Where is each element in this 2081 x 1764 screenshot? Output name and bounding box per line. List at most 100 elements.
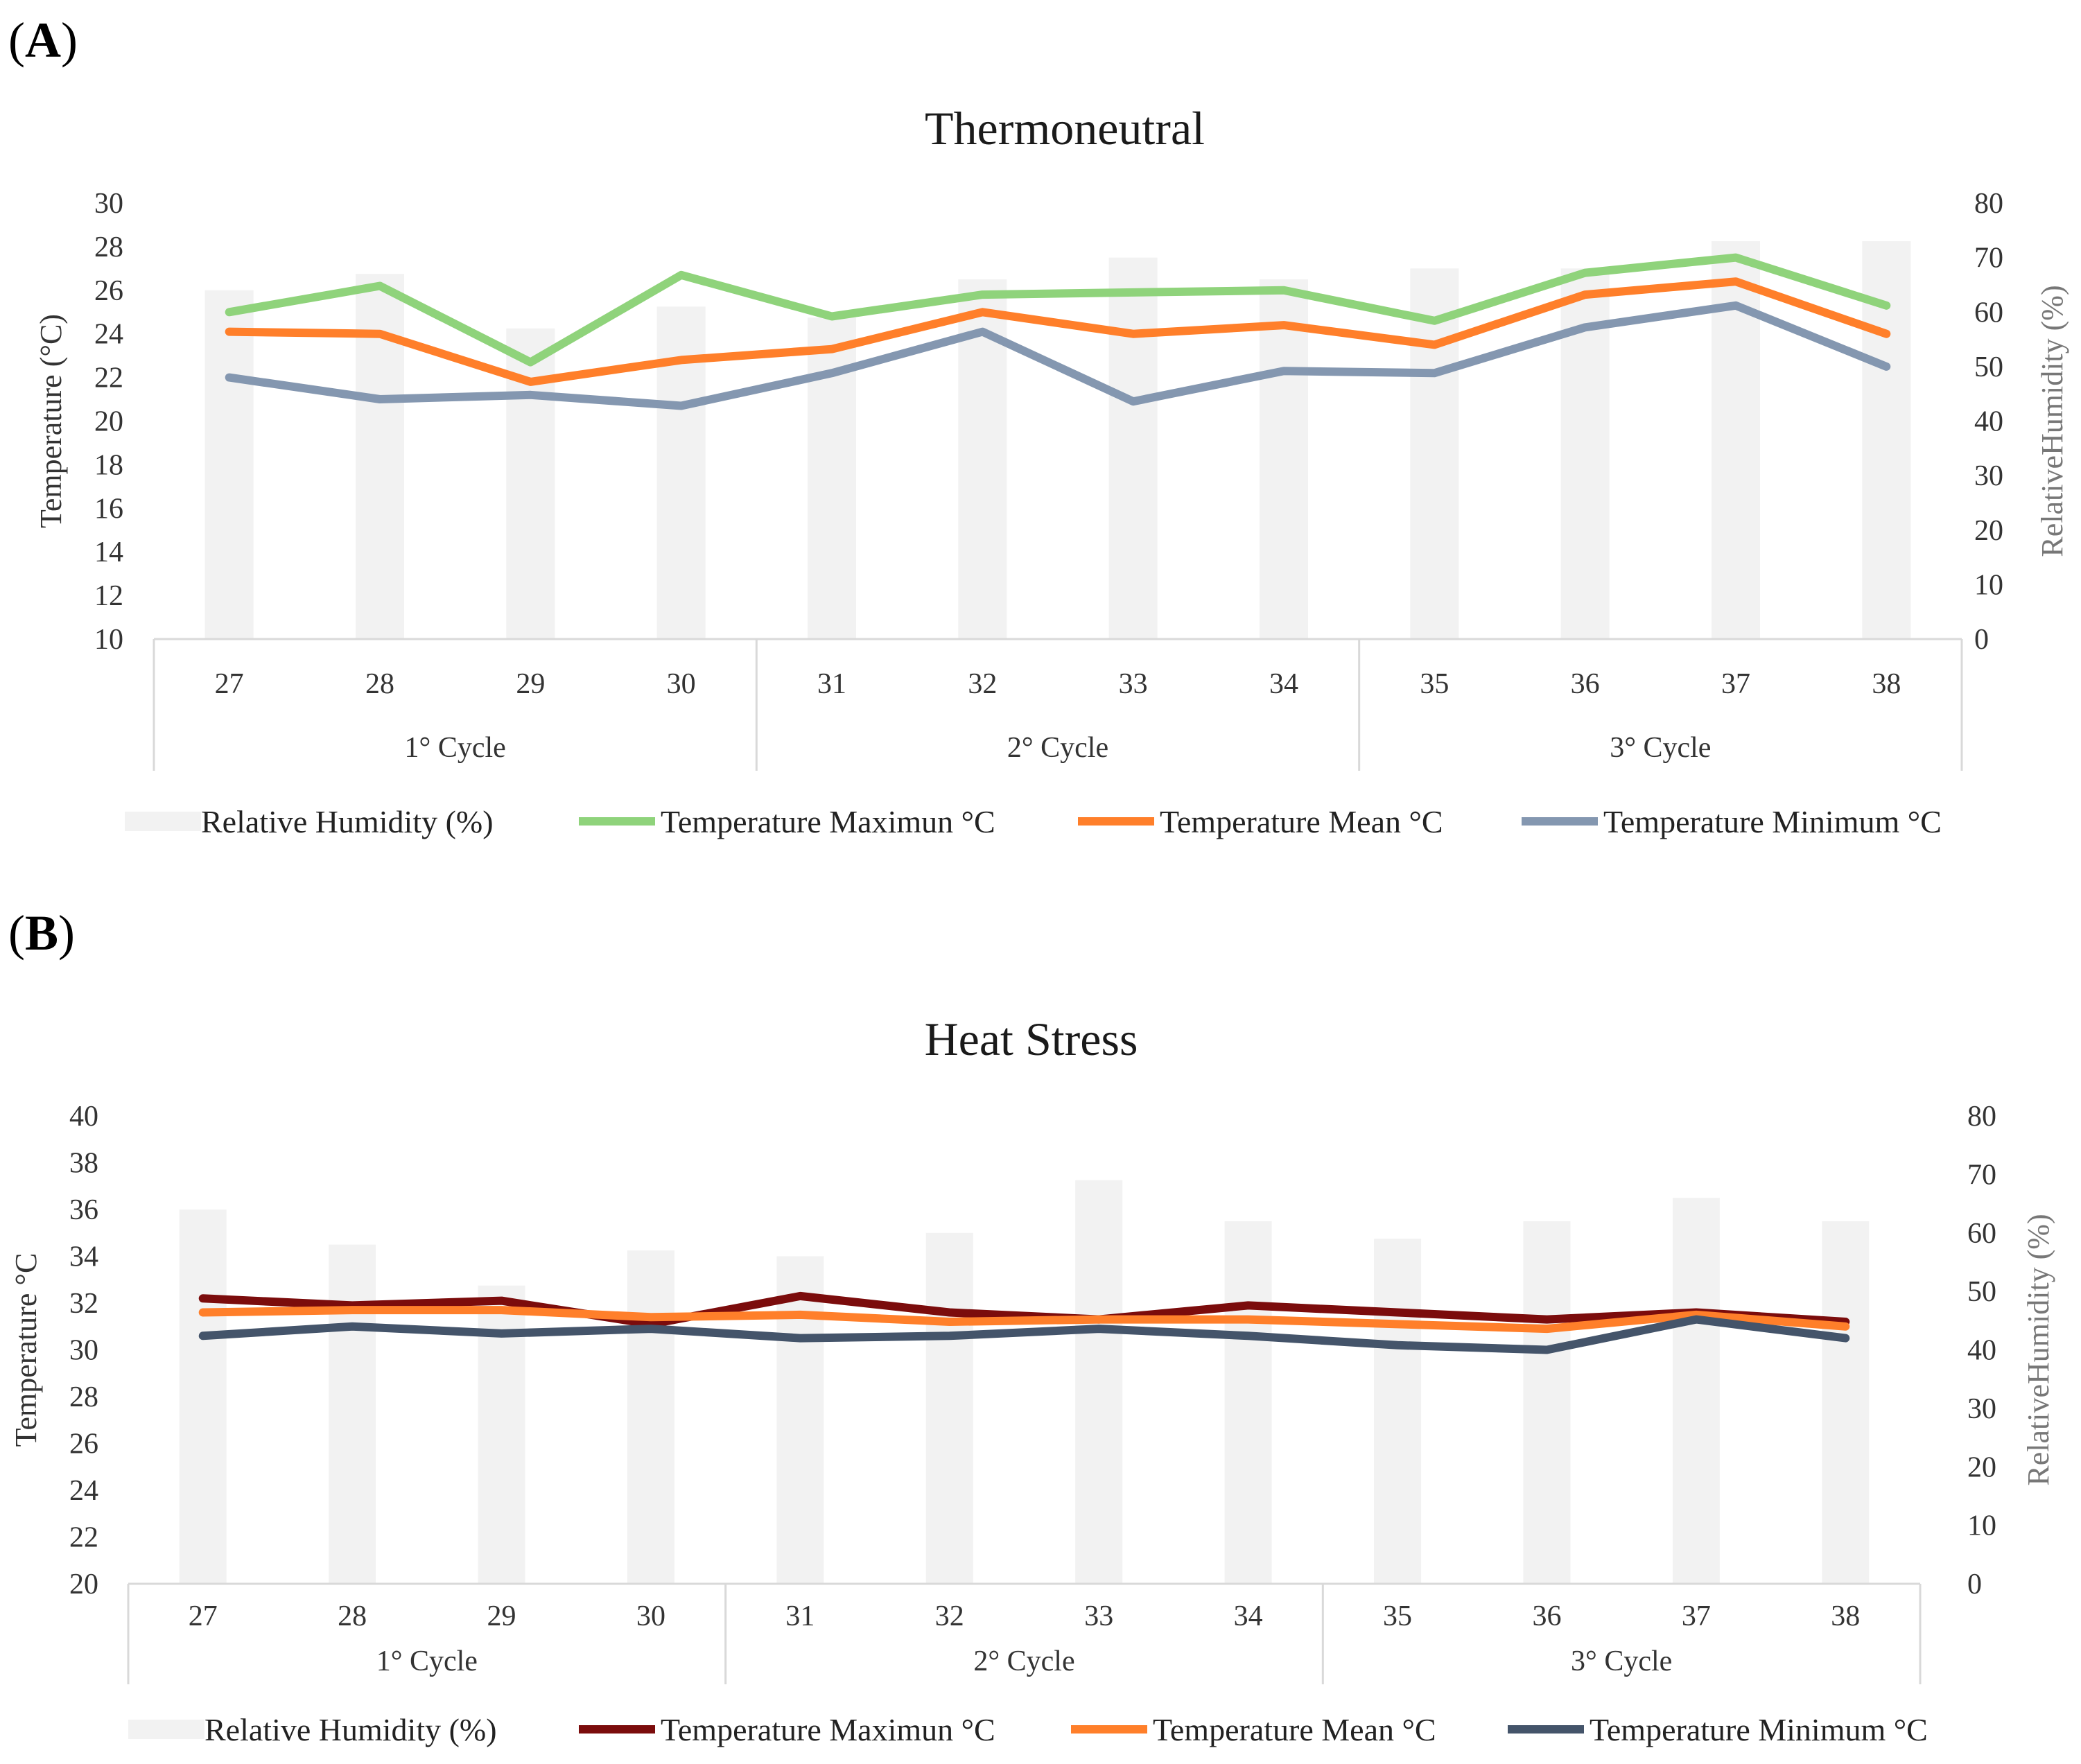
y-tick-label: 20	[94, 406, 123, 438]
y2-tick-label: 20	[1967, 1451, 1996, 1483]
y-tick-label: 16	[94, 493, 123, 525]
y2-tick-label: 20	[1974, 515, 2003, 547]
y-tick-label: 20	[69, 1569, 98, 1600]
y2-tick-label: 40	[1974, 406, 2003, 438]
chart-title: Thermoneutral	[925, 102, 1205, 155]
legend-label: Relative Humidity (%)	[204, 1712, 497, 1747]
y-tick-label: 18	[94, 449, 123, 481]
y2-tick-label: 70	[1974, 243, 2003, 274]
humidity-bar	[1224, 1221, 1272, 1584]
y-axis-title: Temperature °C	[9, 1253, 43, 1447]
humidity-bar	[1260, 279, 1308, 639]
humidity-bar	[1712, 241, 1760, 640]
humidity-bar	[1822, 1221, 1870, 1584]
series-line	[225, 277, 1891, 386]
x-tick-label: 35	[1383, 1600, 1412, 1632]
y2-axis-title: RelativeHumidity (%)	[2035, 285, 2069, 557]
y-tick-label: 30	[69, 1335, 98, 1367]
y-axis-title: Temperature (°C)	[34, 314, 68, 528]
y-tick-label: 12	[94, 580, 123, 612]
x-tick-label: 32	[968, 668, 997, 700]
series-line	[225, 253, 1891, 367]
y-tick-label: 40	[69, 1101, 98, 1133]
humidity-bar	[329, 1244, 376, 1584]
x-tick-label: 29	[487, 1600, 516, 1632]
legend-label: Temperature Minimum °C	[1603, 804, 1942, 839]
y2-tick-label: 30	[1967, 1393, 1996, 1425]
x-tick-label: 34	[1234, 1600, 1263, 1632]
series-line	[198, 1306, 1850, 1334]
x-tick-label: 38	[1872, 668, 1901, 700]
y2-tick-label: 80	[1967, 1101, 1996, 1133]
x-tick-label: 33	[1084, 1600, 1113, 1632]
x-tick-label: 37	[1721, 668, 1750, 700]
humidity-bar	[627, 1250, 674, 1584]
y2-tick-label: 10	[1967, 1510, 1996, 1542]
x-tick-label: 30	[667, 668, 696, 700]
y-tick-label: 34	[69, 1241, 98, 1273]
legend-label: Temperature Mean °C	[1160, 804, 1443, 839]
legend-label: Relative Humidity (%)	[201, 804, 494, 839]
y-tick-label: 24	[94, 319, 123, 351]
humidity-bar	[1374, 1239, 1422, 1584]
y-tick-label: 10	[94, 624, 123, 656]
series-line	[225, 301, 1891, 410]
y2-tick-label: 60	[1974, 297, 2003, 329]
x-tick-label: 28	[338, 1600, 367, 1632]
x-tick-label: 36	[1532, 1600, 1561, 1632]
y-tick-label: 22	[69, 1522, 98, 1554]
x-tick-label: 31	[817, 668, 846, 700]
x-tick-label: 27	[189, 1600, 218, 1632]
x-tick-label: 27	[215, 668, 244, 700]
y2-tick-label: 50	[1974, 351, 2003, 383]
y2-tick-label: 10	[1974, 569, 2003, 601]
panel-b: (B) Heat Stress 20 22 24 26 28 30 32 34 36 38 40 0 10 2…	[8, 905, 2055, 1747]
humidity-bar	[1108, 257, 1158, 639]
y-tick-label: 38	[69, 1148, 98, 1180]
group-label: 3° Cycle	[1571, 1645, 1672, 1677]
series-line	[198, 1291, 1850, 1329]
y2-tick-label: 40	[1967, 1335, 1996, 1367]
y2-tick-label: 0	[1974, 624, 1989, 656]
group-label: 3° Cycle	[1610, 732, 1711, 764]
panel-label: (B)	[8, 905, 75, 961]
x-tick-label: 38	[1831, 1600, 1860, 1632]
x-tick-label: 28	[365, 668, 394, 700]
legend-label: Temperature Maximun °C	[661, 1712, 995, 1747]
y-tick-label: 36	[69, 1194, 98, 1226]
y2-tick-label: 30	[1974, 460, 2003, 492]
y-tick-label: 28	[94, 232, 123, 263]
x-tick-label: 31	[785, 1600, 815, 1632]
panel-a: (A) Thermoneutral 10 12 14 16 18 20 22 24 26 28 30 0 1…	[8, 12, 2069, 839]
humidity-bar	[1672, 1198, 1720, 1584]
y-tick-label: 26	[69, 1429, 98, 1460]
humidity-bar	[1410, 268, 1459, 640]
legend-label: Temperature Mean °C	[1153, 1712, 1436, 1747]
humidity-bar	[1523, 1221, 1571, 1584]
humidity-bar	[179, 1210, 227, 1584]
chart-title: Heat Stress	[925, 1013, 1138, 1065]
x-tick-label: 36	[1571, 668, 1600, 700]
x-tick-label: 35	[1420, 668, 1449, 700]
group-label: 2° Cycle	[973, 1645, 1074, 1677]
humidity-bar	[776, 1256, 824, 1584]
panel-label: (A)	[8, 12, 78, 68]
legend-swatch-humidity	[125, 812, 201, 831]
x-tick-label: 33	[1119, 668, 1148, 700]
y2-tick-label: 0	[1967, 1569, 1982, 1600]
legend-label: Temperature Maximun °C	[661, 804, 995, 839]
y-tick-label: 30	[94, 188, 123, 220]
y2-tick-label: 70	[1967, 1159, 1996, 1191]
y2-axis-title: RelativeHumidity (%)	[2021, 1214, 2055, 1485]
x-tick-label: 29	[516, 668, 545, 700]
series-line	[198, 1315, 1850, 1354]
humidity-bar	[925, 1232, 973, 1584]
legend-swatch-humidity	[128, 1720, 204, 1739]
y-tick-label: 14	[94, 536, 123, 568]
y-tick-label: 22	[94, 363, 123, 394]
legend-label: Temperature Minimum °C	[1590, 1712, 1928, 1747]
y2-tick-label: 50	[1967, 1276, 1996, 1308]
group-label: 1° Cycle	[405, 732, 506, 764]
y2-tick-label: 60	[1967, 1218, 1996, 1250]
